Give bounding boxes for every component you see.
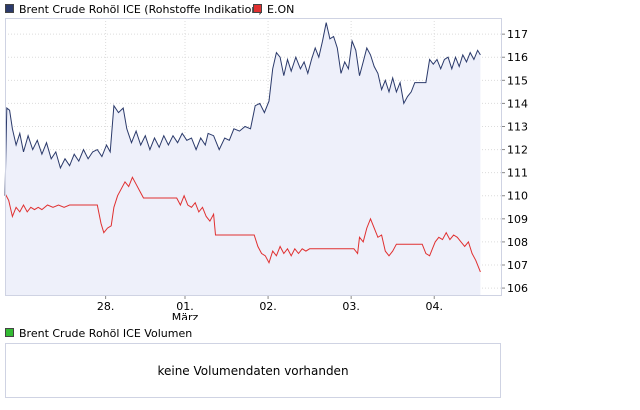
volume-empty-message: keine Volumendaten vorhanden — [157, 364, 349, 378]
x-tick-label: 28. — [97, 300, 115, 313]
y-tick-label: 115 — [507, 74, 528, 87]
x-sublabel: März — [172, 311, 199, 320]
legend-item-volume: Brent Crude Rohöl ICE Volumen — [5, 327, 192, 340]
price-chart: 106 107 108 109 110 111 112 113 114 115 116 117 28.… — [4, 18, 528, 320]
volume-swatch-icon — [5, 328, 14, 337]
y-tick-label: 116 — [507, 51, 528, 64]
series-line-brent — [4, 22, 481, 196]
x-tick-label: 03. — [342, 300, 360, 313]
y-tick-label: 112 — [507, 144, 528, 157]
legend-label-eon: E.ON — [267, 3, 295, 16]
volume-panel: keine Volumendaten vorhanden — [5, 343, 501, 398]
series-area-brent — [5, 22, 481, 295]
y-tick-label: 111 — [507, 167, 528, 180]
y-tick-label: 107 — [507, 259, 528, 272]
brent-swatch-icon — [5, 4, 14, 13]
series-line-eon — [4, 176, 481, 273]
y-axis-labels: 106 107 108 109 110 111 112 113 114 115 116 117 — [507, 28, 528, 295]
area-layer — [5, 22, 481, 295]
legend-label-volume: Brent Crude Rohöl ICE Volumen — [19, 327, 193, 340]
y-tick-label: 108 — [507, 236, 528, 249]
legend-item-brent: Brent Crude Rohöl ICE (Rohstoffe Indikat… — [5, 3, 263, 16]
y-tick-label: 110 — [507, 190, 528, 203]
x-axis-labels: 28. 01. 02. 03. 04. März — [97, 300, 443, 320]
x-tick-label: 04. — [425, 300, 443, 313]
legend-item-eon: E.ON — [253, 3, 294, 16]
plot-frame — [5, 18, 502, 296]
y-tick-label: 109 — [507, 213, 528, 226]
eon-swatch-icon — [253, 4, 262, 13]
y-tick-label: 117 — [507, 28, 528, 41]
x-tick-label: 01. — [176, 300, 194, 313]
line-layer — [4, 22, 481, 273]
y-tick-label: 114 — [507, 97, 528, 110]
legend-label-brent: Brent Crude Rohöl ICE (Rohstoffe Indikat… — [19, 3, 263, 16]
y-tick-label: 113 — [507, 120, 528, 133]
y-tick-label: 106 — [507, 282, 528, 295]
x-tick-label: 02. — [259, 300, 277, 313]
